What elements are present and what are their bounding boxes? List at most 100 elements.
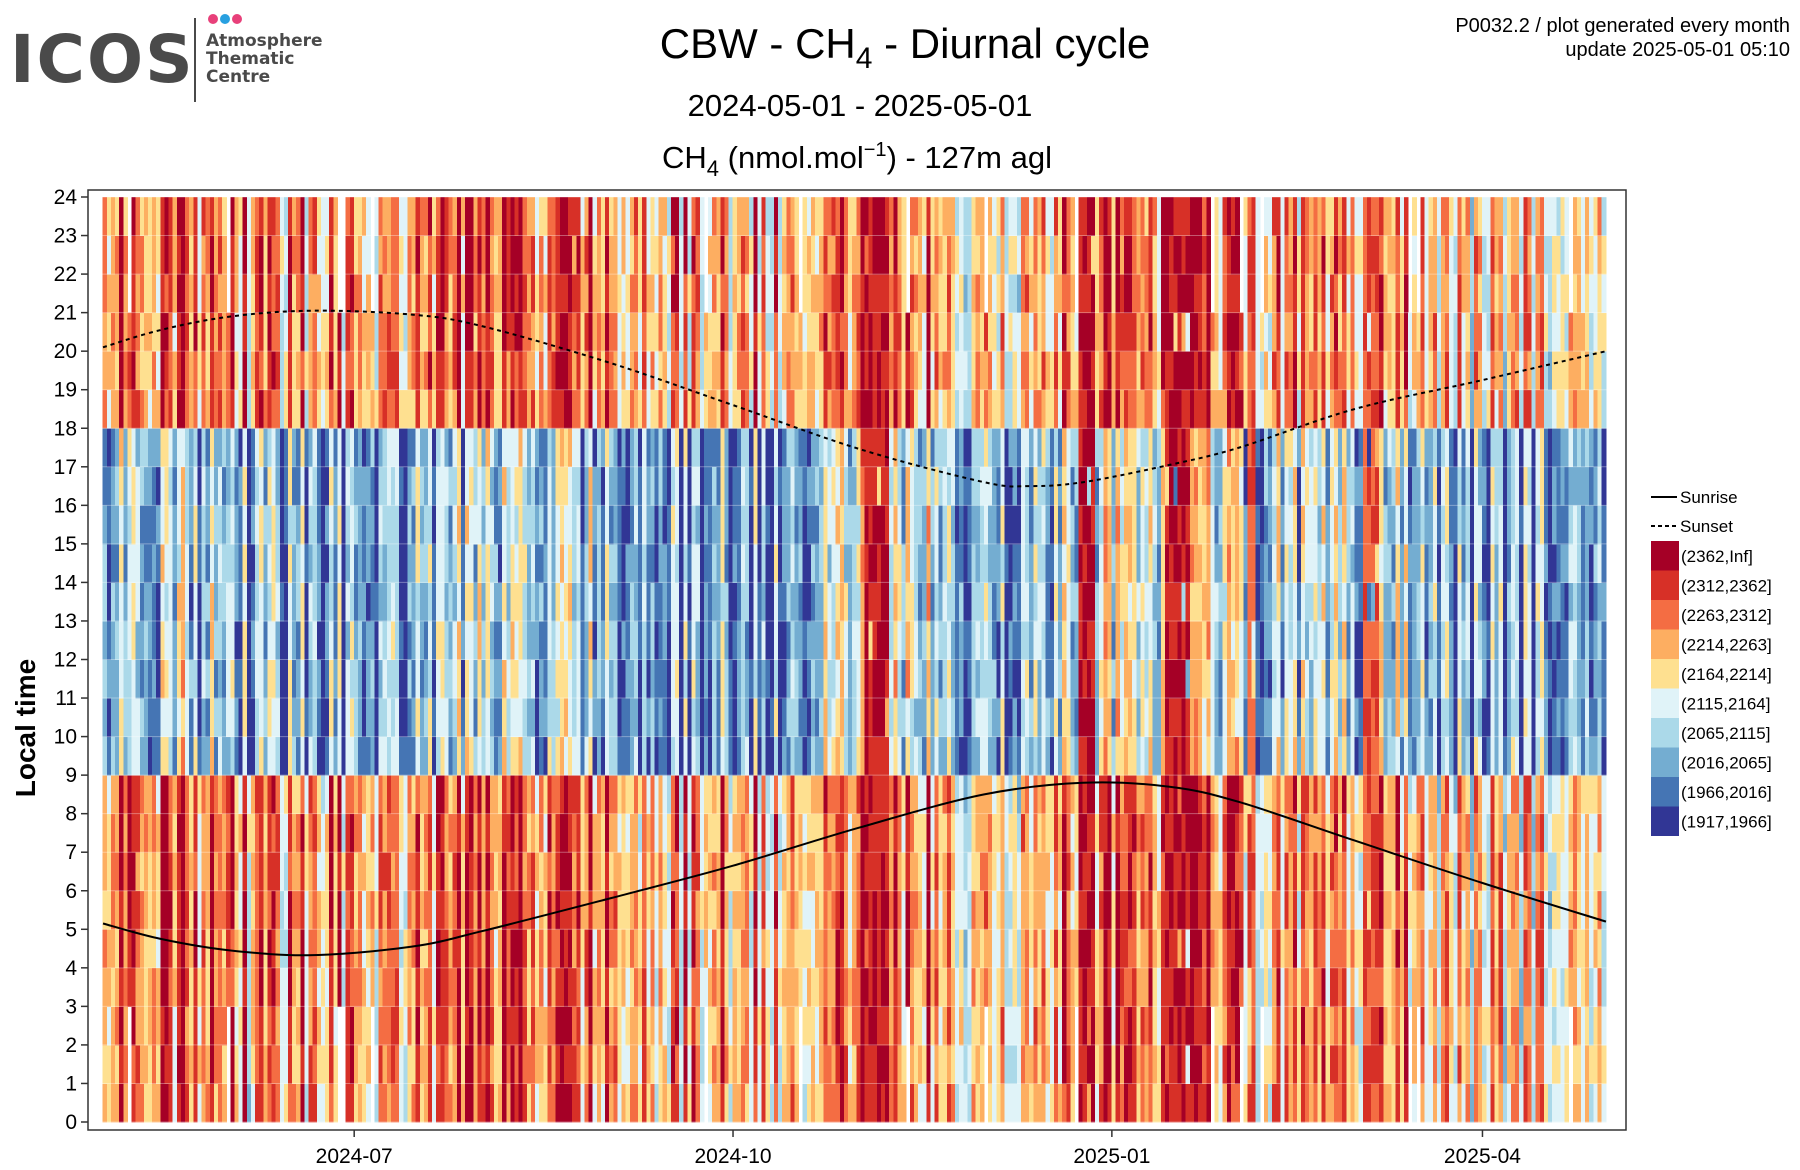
heat-cell — [522, 197, 528, 236]
heat-cell — [535, 543, 540, 583]
heat-cell — [316, 351, 322, 391]
heat-cell — [642, 197, 647, 236]
heat-cell — [255, 1083, 260, 1123]
heat-cell — [539, 929, 544, 969]
heat-cell — [473, 543, 479, 583]
heat-cell — [193, 1083, 199, 1123]
heat-cell — [547, 813, 553, 853]
heat-cell — [164, 197, 170, 236]
heat-cell — [720, 620, 726, 660]
heat-cell — [918, 852, 923, 892]
heat-cell — [452, 813, 458, 853]
heat-cell — [308, 505, 314, 545]
heat-cell — [942, 312, 948, 352]
heat-cell — [444, 775, 450, 815]
heat-cell — [440, 582, 446, 622]
heat-cell — [691, 698, 697, 737]
heat-cell — [349, 929, 355, 969]
heat-cell — [901, 659, 907, 699]
heat-cell — [255, 1044, 260, 1084]
heat-cell — [654, 389, 660, 429]
heat-cell — [848, 1083, 853, 1123]
heat-cell — [683, 543, 689, 583]
heat-cell — [530, 890, 536, 930]
heat-cell — [436, 466, 441, 506]
heat-cell — [481, 351, 487, 391]
heat-cell — [596, 351, 602, 391]
heat-cell — [119, 351, 124, 391]
heat-cell — [337, 312, 343, 352]
heat-cell — [642, 274, 647, 314]
heat-cell — [600, 582, 606, 622]
heat-cell — [135, 235, 141, 275]
heat-cell — [617, 235, 623, 275]
heat-cell — [757, 1083, 763, 1123]
heat-cell — [382, 1006, 388, 1046]
heat-cell — [143, 620, 149, 660]
heat-cell — [773, 698, 779, 737]
heat-cell — [407, 389, 413, 429]
heat-cell — [263, 852, 269, 892]
heat-cell — [316, 659, 322, 699]
heat-cell — [778, 505, 783, 545]
heat-cell — [806, 312, 812, 352]
heat-cell — [222, 389, 227, 429]
heat-cell — [498, 389, 503, 429]
heat-cell — [477, 890, 483, 930]
heat-cell — [543, 929, 549, 969]
heat-cell — [255, 736, 260, 776]
heat-cell — [539, 466, 544, 506]
heat-cell — [572, 543, 577, 583]
heat-cell — [123, 698, 129, 737]
heat-cell — [551, 312, 557, 352]
heat-cell — [535, 389, 540, 429]
heat-cell — [543, 620, 549, 660]
heat-cell — [255, 428, 260, 468]
heat-cell — [292, 235, 297, 275]
heat-cell — [465, 274, 470, 314]
heat-cell — [815, 389, 820, 429]
heat-cell — [551, 274, 557, 314]
heat-cell — [613, 852, 619, 892]
heat-cell — [514, 428, 520, 468]
heat-cell — [473, 274, 479, 314]
heat-cell — [469, 466, 474, 506]
heat-cell — [831, 967, 837, 1007]
heat-cell — [839, 389, 845, 429]
heat-cell — [353, 620, 359, 660]
heat-cell — [918, 197, 923, 236]
heat-cell — [399, 813, 404, 853]
heat-cell — [139, 466, 145, 506]
heat-cell — [934, 274, 940, 314]
heat-cell — [419, 659, 425, 699]
heat-cell — [794, 466, 800, 506]
heat-cell — [325, 197, 330, 236]
heat-cell — [131, 1006, 137, 1046]
heat-cell — [234, 466, 240, 506]
heat-cell — [403, 543, 409, 583]
heat-cell — [498, 852, 503, 892]
heat-cell — [213, 1044, 219, 1084]
heat-cell — [568, 890, 573, 930]
heat-cell — [279, 428, 285, 468]
heat-cell — [683, 813, 689, 853]
heat-cell — [547, 197, 553, 236]
heat-cell — [279, 197, 285, 236]
heat-cell — [526, 929, 532, 969]
heat-cell — [399, 389, 404, 429]
heat-cell — [341, 620, 347, 660]
heat-cell — [938, 659, 944, 699]
heat-cell — [839, 466, 845, 506]
heat-cell — [691, 890, 697, 930]
heat-cell — [148, 543, 153, 583]
heat-cell — [300, 235, 306, 275]
heat-cell — [736, 505, 742, 545]
heat-cell — [559, 274, 565, 314]
heat-cell — [456, 582, 462, 622]
heat-cell — [428, 852, 433, 892]
heat-cell — [325, 698, 330, 737]
heat-cell — [275, 197, 281, 236]
heat-cell — [152, 274, 157, 314]
heat-cell — [930, 659, 936, 699]
heat-cell — [625, 929, 631, 969]
